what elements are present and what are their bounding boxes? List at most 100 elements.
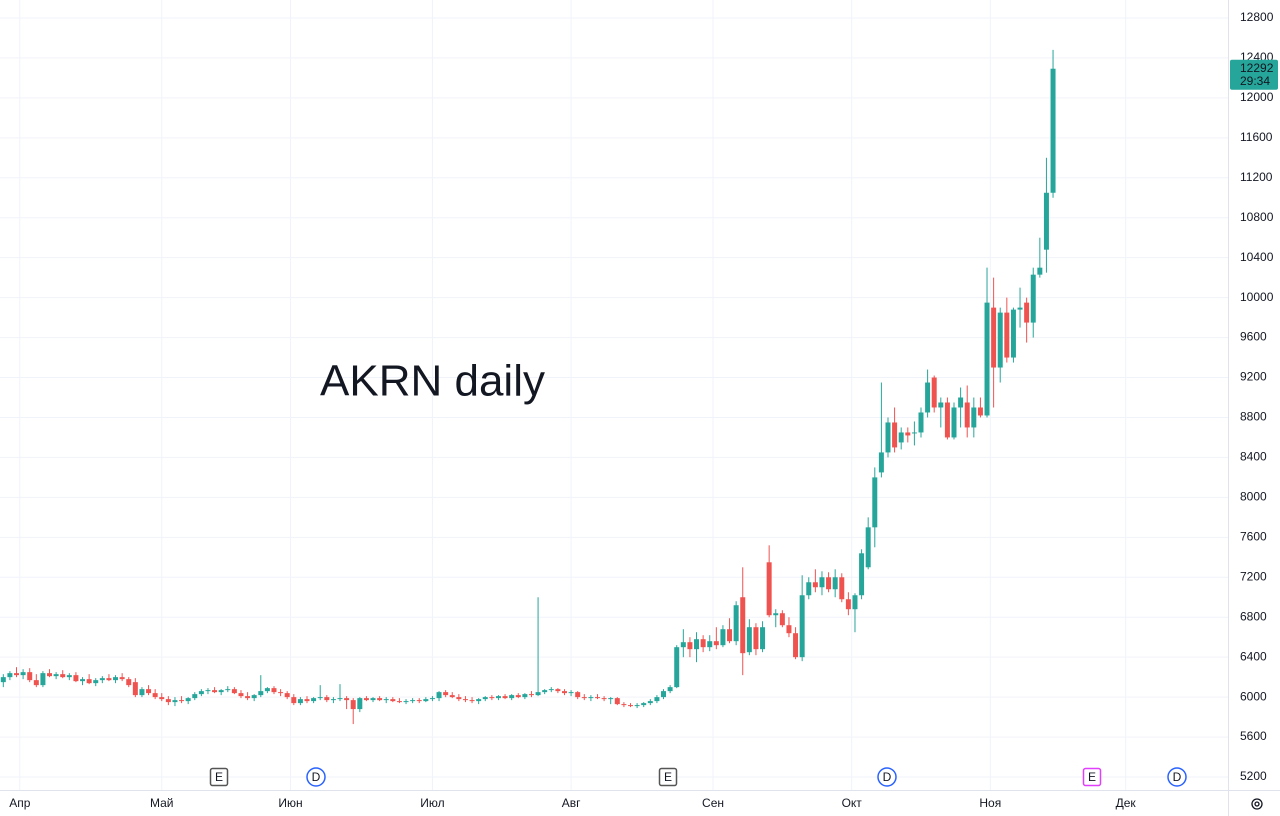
candle-body [350,700,356,710]
x-tick-label: Июл [420,796,444,810]
candle-body [132,682,138,696]
candle-body [826,577,832,590]
candle-body [489,697,495,699]
candle-body [337,698,343,700]
candle-body [258,691,264,696]
candle-body [482,697,488,700]
candle-body [271,688,277,693]
settings-icon[interactable] [1251,798,1263,810]
event-label[interactable]: E [664,770,672,784]
candle-body [317,697,323,699]
candle-body [865,527,871,568]
candle-body [20,672,26,676]
candle-body [152,693,158,698]
y-tick-label: 8400 [1240,450,1267,464]
candle-body [634,705,640,707]
candle-body [661,691,667,698]
candle-body [905,432,911,436]
candle-body [205,690,211,692]
candle-body [192,694,198,699]
candle-body [872,477,878,528]
candle-body [806,582,812,596]
candle-body [93,680,99,684]
candle-body [733,605,739,642]
candle-body [588,697,594,699]
candle-body [799,595,805,658]
gear-hub[interactable] [1254,801,1260,807]
candle-body [707,641,713,648]
candle-body [766,562,772,616]
y-tick-label: 11600 [1240,130,1273,144]
candle-body [839,577,845,600]
event-label[interactable]: E [1088,770,1096,784]
candle-body [449,695,455,698]
candle-body [614,698,620,705]
y-tick-label: 7200 [1240,569,1267,583]
event-marker[interactable] [306,767,326,787]
candle-body [667,687,673,692]
event-marker[interactable] [209,767,229,787]
candle-body [33,680,39,686]
candle-body [86,679,92,684]
event-marker[interactable] [877,767,897,787]
candle-body [977,407,983,416]
candle-body [476,699,482,702]
candle-body [535,692,541,696]
event-label[interactable]: D [312,770,321,784]
candle-body [423,699,429,702]
candle-body [80,679,86,682]
candle-body [363,698,369,701]
candle-body [165,699,171,703]
event-label[interactable]: D [1173,770,1182,784]
candle-body [1004,312,1010,358]
candle-body [885,422,891,453]
gear[interactable] [1251,798,1263,810]
candle-body [1017,307,1023,310]
event-marker[interactable] [1082,767,1102,787]
candle-body [357,698,363,710]
candle-body [680,642,686,648]
candle-body [641,703,647,706]
candle-body [311,698,317,702]
candle-body [264,688,270,692]
candle-body [958,397,964,408]
candle-body [542,690,548,693]
candle-body [984,302,990,416]
candle-body [119,677,125,680]
candle-body [297,699,303,704]
event-marker[interactable] [1167,767,1187,787]
candle-body [1010,309,1016,358]
candle-body [14,673,20,676]
candle-body [594,697,600,699]
x-tick-label: Авг [562,796,581,810]
event-label[interactable]: D [883,770,892,784]
candle-body [185,698,191,702]
candle-body [0,677,6,683]
candle-body [509,695,515,699]
candle-body [561,691,567,694]
x-tick-label: Дек [1116,796,1137,810]
candle-body [694,639,700,650]
candle-body [720,629,726,646]
event-marker[interactable] [658,767,678,787]
candle-body [674,647,680,688]
candle-body [944,402,950,438]
chart-title: AKRN daily [320,357,545,406]
candle-body [278,692,284,694]
y-tick-label: 10000 [1240,290,1274,304]
candle-body [898,432,904,443]
candle-body [238,693,244,697]
candle-body [291,697,297,704]
candle-body [938,402,944,408]
candle-body [172,700,178,703]
candle-body [991,307,997,368]
x-tick-label: Июн [278,796,302,810]
candle-body [1037,267,1043,275]
candle-body [495,696,501,699]
candle-body [878,452,884,473]
event-label[interactable]: E [215,770,223,784]
y-tick-label: 9200 [1240,370,1267,384]
candle-body [304,699,310,702]
